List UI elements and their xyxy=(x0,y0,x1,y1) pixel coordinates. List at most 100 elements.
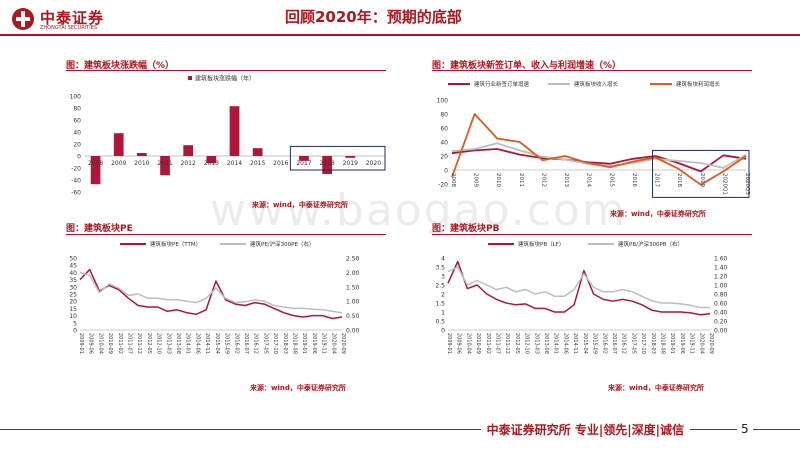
y-tick-label: 0 xyxy=(77,154,81,161)
bar xyxy=(137,153,147,156)
page-title: 回顾2020年：预期的底部 xyxy=(285,8,462,26)
x-tick-label: 2014 xyxy=(227,160,242,167)
chart2-plot: -20 0 20 40 60 80 100 建筑行业新签订单增速 建筑板块收入增长 建筑板块利润增… xyxy=(437,80,750,198)
x-tick-label: 2009 xyxy=(111,160,126,167)
y-tick-label-right: 1.50 xyxy=(346,284,360,291)
x-tick-label: 2017 xyxy=(296,160,311,167)
series-line xyxy=(79,268,343,320)
x-tick-label: 2011-07 xyxy=(127,333,133,354)
chart4-title-rule xyxy=(432,234,752,235)
bar xyxy=(299,156,309,161)
bar xyxy=(206,156,217,164)
x-tick-label: 2018 xyxy=(319,160,334,167)
x-tick-label: 2011 xyxy=(518,173,524,187)
y-tick-label-right: 0.20 xyxy=(714,319,728,326)
bar xyxy=(345,156,356,158)
y-tick-label: 100 xyxy=(437,98,449,105)
x-tick-label: 2010 xyxy=(495,173,501,187)
y-tick-label-right: 0.60 xyxy=(714,301,728,308)
y-tick-label: -20 xyxy=(438,182,448,189)
y-tick-label-left: 50 xyxy=(69,256,77,263)
y-tick-label-left: 35 xyxy=(69,277,77,284)
x-tick-label: 2013-03 xyxy=(165,333,171,354)
x-tick-label: 2013-08 xyxy=(175,333,181,354)
chart2-title: 图：建筑板块新签订单、收入与利润增速（%） xyxy=(432,61,622,71)
series-line xyxy=(79,271,343,314)
header-divider xyxy=(0,34,800,36)
legend-label: 建筑板块涨跌幅（年） xyxy=(195,75,255,83)
x-tick-label: 2017-10 xyxy=(640,333,646,354)
y-tick-label: 40 xyxy=(440,140,448,147)
x-tick-label: 2020-09 xyxy=(340,333,346,354)
x-tick-label: 2020Q1 xyxy=(721,173,727,195)
y-tick-label-left: 0 xyxy=(73,328,77,335)
y-tick-label-left: 25 xyxy=(69,292,77,299)
x-tick-label: 2013-03 xyxy=(533,333,539,354)
highlight-box xyxy=(652,149,750,198)
y-tick-label: -60 xyxy=(71,190,81,197)
x-tick-label: 2011-02 xyxy=(117,333,123,354)
x-tick-label: 2015 xyxy=(250,160,265,167)
y-tick-label-right: 2.50 xyxy=(346,256,360,263)
y-tick-label-left: 20 xyxy=(69,299,77,306)
x-tick-label: 2015-04 xyxy=(214,333,220,354)
series-line xyxy=(447,260,711,316)
x-tick-label: 2017-10 xyxy=(272,333,278,354)
bar xyxy=(113,133,124,156)
y-tick-label: 80 xyxy=(73,106,81,113)
y-tick-label-right: 0.50 xyxy=(346,313,360,320)
legend-label: 建筑板块收入增长 xyxy=(574,80,619,88)
highlight-box xyxy=(289,145,386,171)
y-tick-label-left: 4 xyxy=(441,256,445,263)
y-tick-label: 100 xyxy=(70,94,82,101)
page-number: 5 xyxy=(737,422,753,436)
y-tick-label-right: 0.40 xyxy=(714,310,728,317)
y-tick-label-right: 1.60 xyxy=(714,256,728,263)
legend-label: 建筑行业新签订单增速 xyxy=(474,80,530,88)
chart1-plot: -60 -40 -20 0 20 40 60 80 100 建筑板块涨跌幅（年） 2008 2009 2… xyxy=(70,75,386,197)
series-line xyxy=(447,266,710,309)
legend-swatch xyxy=(188,76,192,80)
legend-label: 建筑板块PB（LF） xyxy=(518,240,564,248)
chart1-source: 来源：wind，中泰证券研究所 xyxy=(252,201,348,209)
y-tick-label: 60 xyxy=(440,126,448,133)
chart3-title: 图：建筑板块PE xyxy=(66,224,133,234)
x-tick-label: 2020-04 xyxy=(330,333,336,354)
bar xyxy=(229,106,240,156)
x-tick-label: 2014 xyxy=(586,173,592,187)
bar xyxy=(90,156,101,185)
chart1-title-rule xyxy=(66,70,386,71)
x-tick-label: 2019-06 xyxy=(311,333,317,354)
y-tick-label-left: 2.5 xyxy=(435,283,445,290)
x-tick-label: 2014-01 xyxy=(185,333,191,354)
y-tick-label-left: 1.5 xyxy=(435,301,445,308)
y-tick-label-left: 3 xyxy=(441,274,445,281)
x-tick-label: 2016 xyxy=(273,160,288,167)
legend-label: 建筑PB/沪深300PB（右） xyxy=(618,240,683,248)
bar xyxy=(322,156,332,174)
x-tick-label: 2016-07 xyxy=(243,333,249,354)
bar xyxy=(183,145,194,156)
x-tick-label: 2017-05 xyxy=(630,333,636,354)
x-tick-label: 2019-01 xyxy=(301,333,307,354)
x-tick-label: 2017 xyxy=(654,173,660,187)
x-tick-label: 2020 xyxy=(366,160,381,167)
y-tick-label: 40 xyxy=(73,130,81,137)
y-tick-label-left: 45 xyxy=(69,263,77,270)
x-tick-label: 2015-09 xyxy=(592,333,598,354)
chart2-source: 来源：wind，中泰证券研究所 xyxy=(610,210,706,218)
x-tick-label: 2011-07 xyxy=(495,333,501,354)
chart4-title: 图：建筑板块PB xyxy=(432,224,500,234)
x-tick-label: 2012-05 xyxy=(514,333,520,354)
x-tick-label: 2009-06 xyxy=(456,333,462,354)
y-tick-label-left: 30 xyxy=(69,284,77,291)
legend-label: 建筑PE/沪深300PE（右） xyxy=(250,240,314,248)
x-tick-label: 2010-09 xyxy=(475,333,481,354)
series-line xyxy=(451,113,747,186)
x-tick-label: 2011-12 xyxy=(136,333,142,354)
y-tick-label-left: 5 xyxy=(73,320,77,327)
y-tick-label-left: 0.5 xyxy=(435,319,445,326)
x-tick-label: 2017-05 xyxy=(262,333,268,354)
y-tick-label: 20 xyxy=(440,154,448,161)
